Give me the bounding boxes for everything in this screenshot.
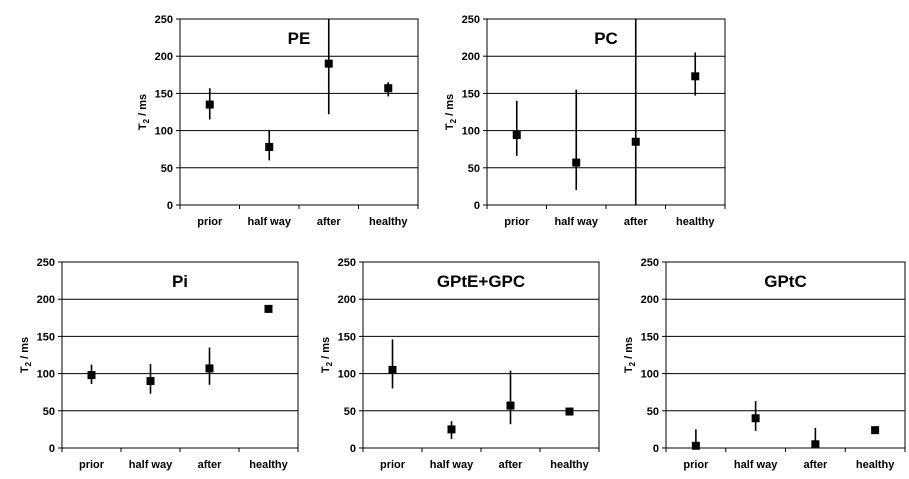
y-axis-label: T2 / ms bbox=[444, 94, 458, 130]
x-tick-label: healthy bbox=[676, 216, 715, 228]
y-axis-label: T2 / ms bbox=[623, 337, 637, 373]
chart-panel-4: 0 50 100 150 200 250 prior half way after healthy… bbox=[320, 257, 600, 471]
y-tick-label: 50 bbox=[43, 406, 55, 418]
data-point bbox=[87, 371, 96, 380]
x-tick-label: after bbox=[499, 459, 524, 471]
x-tick-label: healthy bbox=[369, 216, 408, 228]
y-tick-label: 0 bbox=[167, 200, 173, 212]
x-tick-label: healthy bbox=[550, 459, 589, 471]
y-tick-label: 200 bbox=[155, 51, 173, 63]
chart-panel-2: 0 50 100 150 200 250 prior half way after healthy… bbox=[444, 14, 726, 228]
y-tick-label: 50 bbox=[468, 163, 480, 175]
x-tick-label: after bbox=[803, 459, 828, 471]
x-tick-label: prior bbox=[380, 459, 406, 471]
data-point bbox=[146, 377, 155, 386]
data-point bbox=[388, 365, 397, 374]
data-point bbox=[264, 304, 273, 313]
x-tick-label: after bbox=[624, 216, 649, 228]
y-tick-label: 100 bbox=[155, 126, 173, 138]
y-tick-label: 250 bbox=[338, 257, 356, 269]
chart-panel-1: 0 50 100 150 200 250 prior half way after healthy… bbox=[137, 14, 419, 228]
chart-title: GPtE+GPC bbox=[437, 272, 525, 291]
y-tick-label: 250 bbox=[641, 257, 659, 269]
data-point bbox=[751, 414, 760, 423]
y-axis-label: T2 / ms bbox=[19, 337, 33, 373]
y-tick-label: 200 bbox=[338, 294, 356, 306]
y-tick-label: 200 bbox=[641, 294, 659, 306]
x-tick-label: prior bbox=[79, 459, 105, 471]
x-tick-label: prior bbox=[504, 216, 530, 228]
data-point bbox=[565, 407, 574, 416]
data-point bbox=[691, 72, 700, 81]
y-tick-label: 150 bbox=[641, 331, 659, 343]
x-tick-label: after bbox=[317, 216, 342, 228]
x-tick-label: after bbox=[198, 459, 223, 471]
data-point bbox=[871, 426, 880, 435]
y-axis-label: T2 / ms bbox=[137, 94, 151, 130]
y-tick-label: 250 bbox=[155, 14, 173, 26]
data-point bbox=[324, 59, 333, 68]
data-point bbox=[512, 131, 521, 140]
data-point bbox=[811, 440, 820, 449]
x-tick-label: half way bbox=[734, 459, 778, 471]
y-axis-label: T2 / ms bbox=[320, 337, 334, 373]
y-tick-label: 0 bbox=[49, 443, 55, 455]
x-tick-label: prior bbox=[683, 459, 709, 471]
x-tick-label: half way bbox=[430, 459, 474, 471]
data-point bbox=[572, 158, 581, 167]
y-tick-label: 50 bbox=[344, 406, 356, 418]
chart-title: PE bbox=[288, 29, 311, 48]
chart-panel-3: 0 50 100 150 200 250 prior half way after healthy… bbox=[19, 257, 299, 471]
data-point bbox=[205, 100, 214, 109]
y-tick-label: 0 bbox=[350, 443, 356, 455]
data-point bbox=[384, 84, 393, 93]
y-tick-label: 150 bbox=[155, 88, 173, 100]
data-point bbox=[691, 441, 700, 450]
y-tick-label: 100 bbox=[462, 126, 480, 138]
y-tick-label: 100 bbox=[641, 369, 659, 381]
y-tick-label: 50 bbox=[161, 163, 173, 175]
x-tick-label: prior bbox=[197, 216, 223, 228]
x-tick-label: half way bbox=[248, 216, 292, 228]
y-tick-label: 100 bbox=[338, 369, 356, 381]
y-tick-label: 250 bbox=[37, 257, 55, 269]
y-tick-label: 150 bbox=[462, 88, 480, 100]
y-tick-label: 150 bbox=[37, 331, 55, 343]
y-tick-label: 0 bbox=[653, 443, 659, 455]
x-tick-label: half way bbox=[129, 459, 173, 471]
data-point bbox=[265, 142, 274, 151]
y-tick-label: 0 bbox=[474, 200, 480, 212]
data-point bbox=[205, 364, 214, 373]
chart-title: PC bbox=[594, 29, 618, 48]
y-tick-label: 150 bbox=[338, 331, 356, 343]
x-tick-label: half way bbox=[555, 216, 599, 228]
data-point bbox=[506, 401, 515, 410]
y-tick-label: 100 bbox=[37, 369, 55, 381]
chart-title: Pi bbox=[172, 272, 188, 291]
data-point bbox=[631, 137, 640, 146]
y-tick-label: 200 bbox=[37, 294, 55, 306]
chart-title: GPtC bbox=[764, 272, 807, 291]
x-tick-label: healthy bbox=[856, 459, 895, 471]
y-tick-label: 200 bbox=[462, 51, 480, 63]
y-tick-label: 50 bbox=[647, 406, 659, 418]
data-point bbox=[447, 425, 456, 434]
x-tick-label: healthy bbox=[249, 459, 288, 471]
y-tick-label: 250 bbox=[462, 14, 480, 26]
chart-panel-5: 0 50 100 150 200 250 prior half way after healthy… bbox=[623, 257, 906, 471]
